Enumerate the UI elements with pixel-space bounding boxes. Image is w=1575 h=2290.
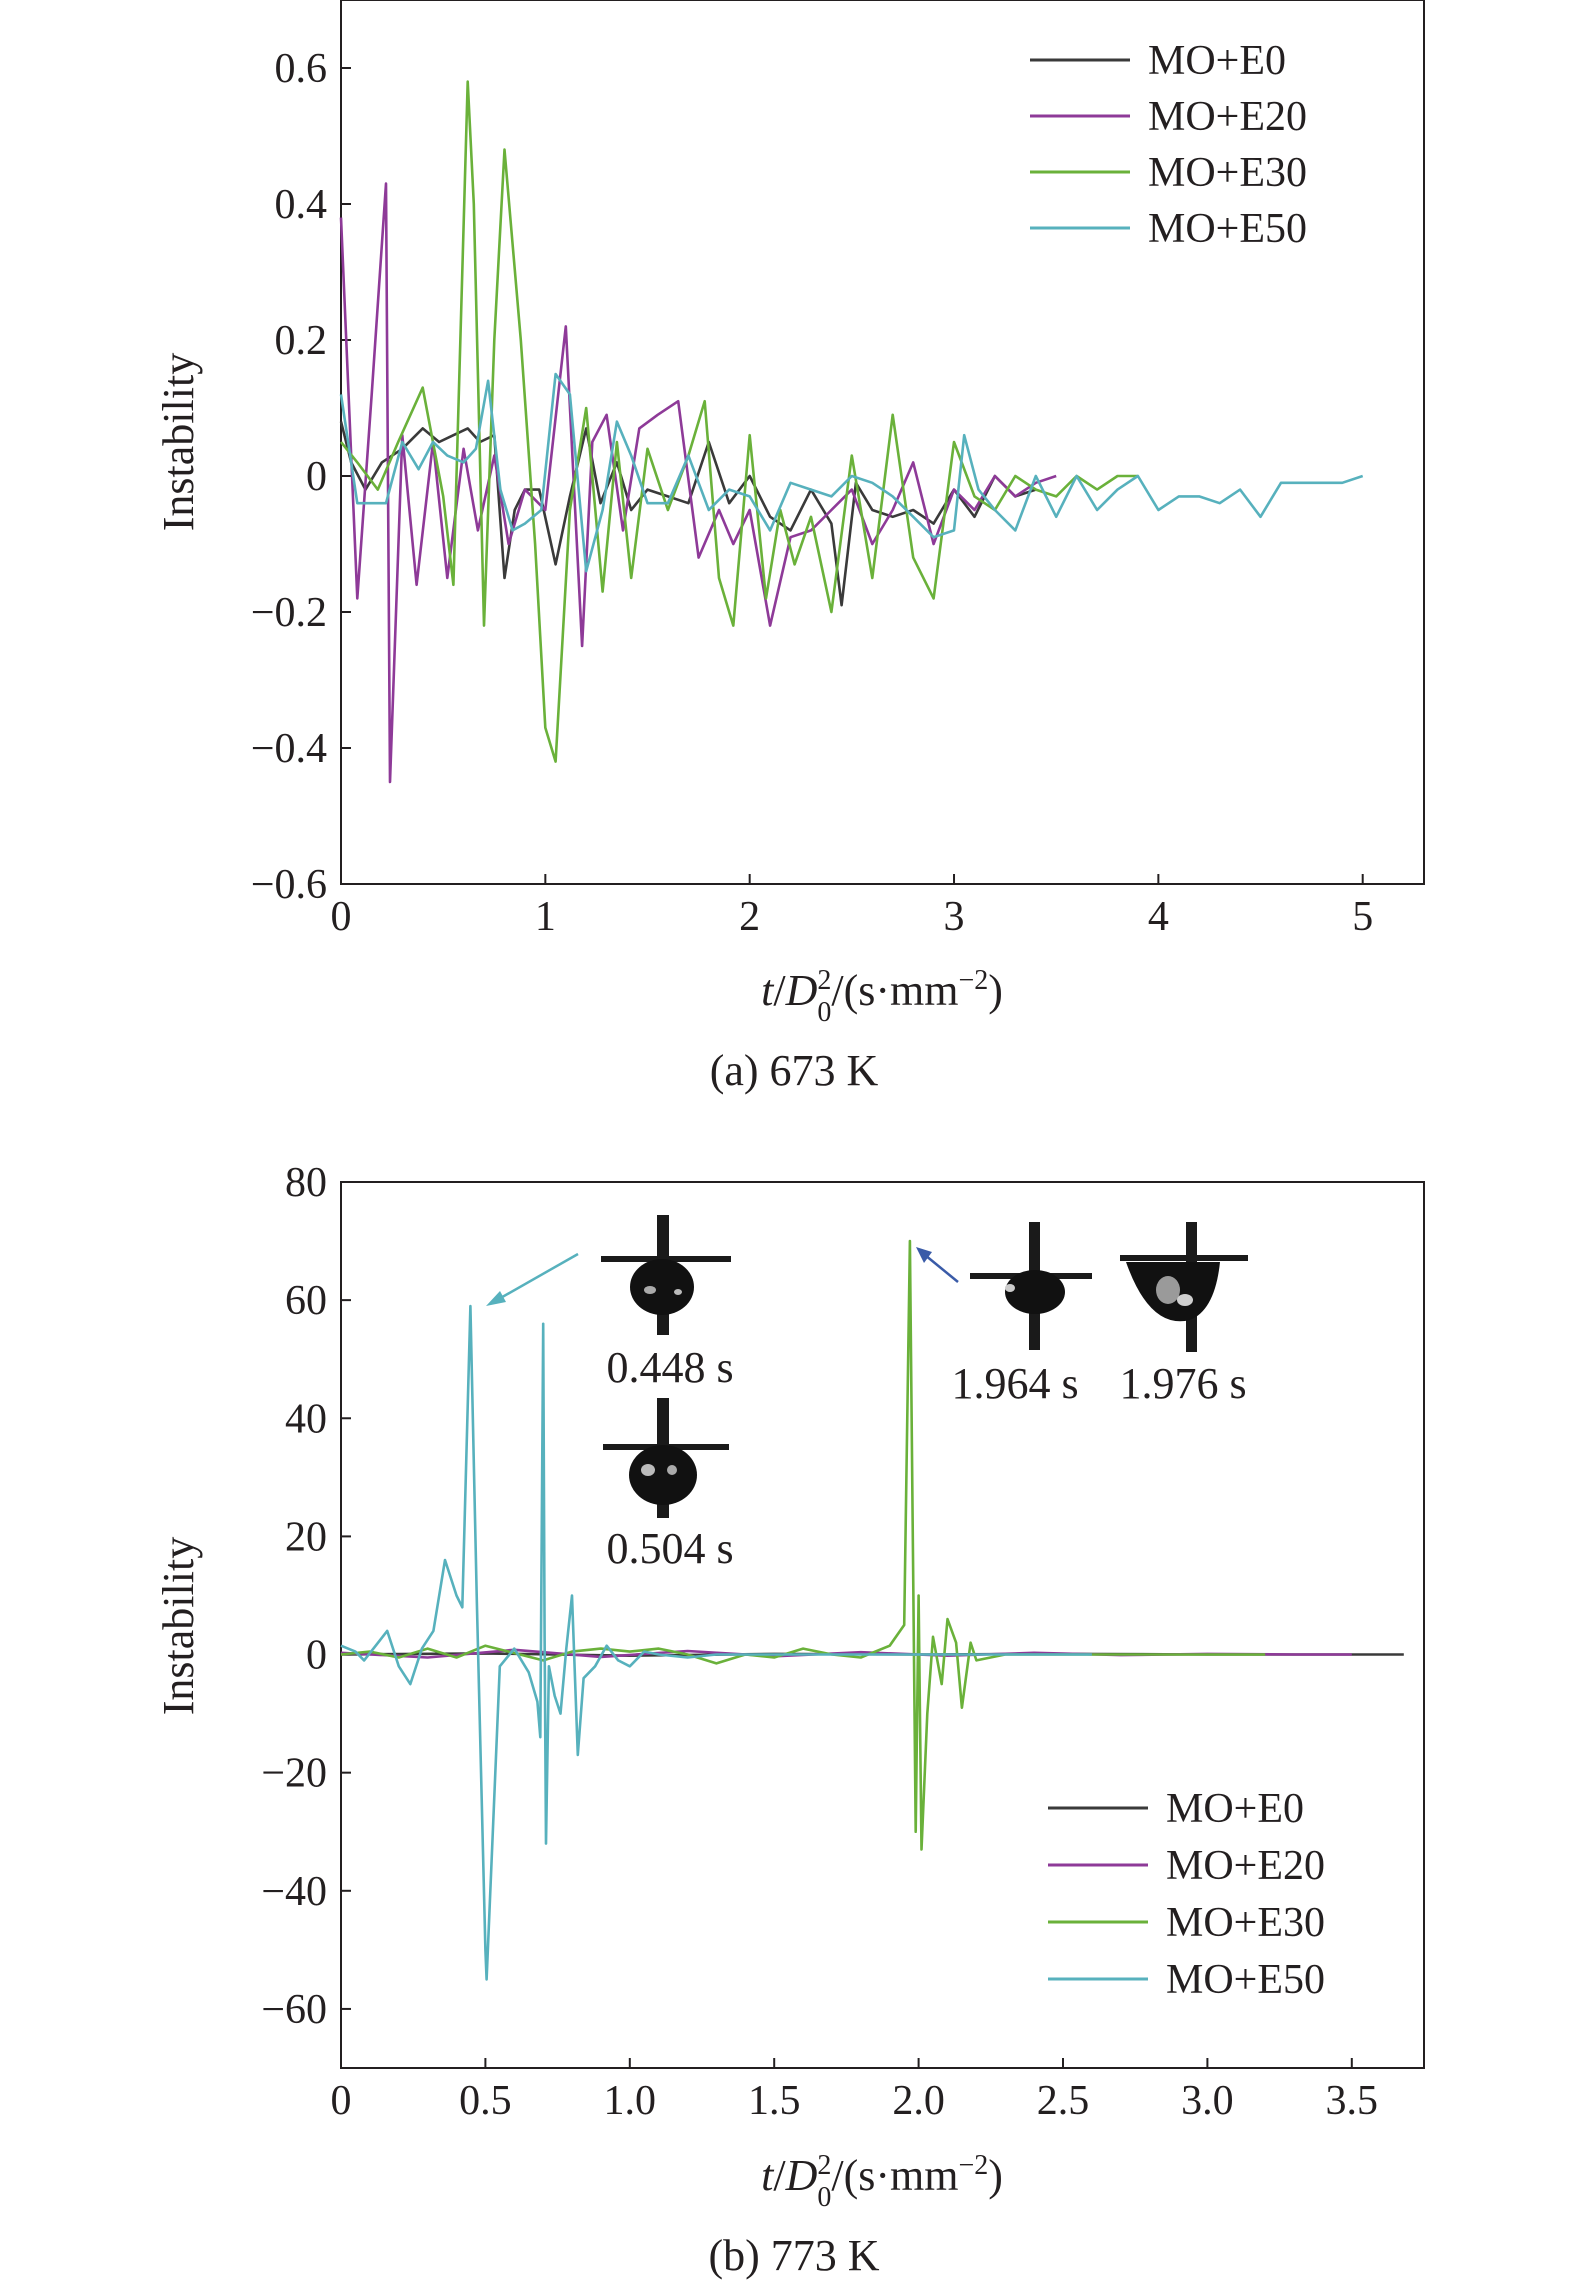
- b-ytick-label: 20: [285, 1514, 327, 1560]
- a-series-mo-e0: [339, 421, 1037, 607]
- a-ytick-label: 0.6: [275, 46, 328, 92]
- a-xtick-label: 2: [739, 894, 760, 940]
- b-xtick-label: 0: [331, 2078, 352, 2124]
- a-ytick-label: −0.6: [251, 862, 327, 908]
- panel-b: −60 −40 −20 0 20 40 60 80 0 0.5 1.0 1.5 2.0 2.5 3.0 3.…: [154, 1160, 1425, 2280]
- a-ytick-label: −0.4: [251, 726, 327, 772]
- b-xtick-label: 2.5: [1037, 2078, 1090, 2124]
- annotation-0504: 0.504 s: [606, 1524, 733, 1573]
- a-ytick-label: −0.2: [251, 590, 327, 636]
- a-xtick-label: 0: [331, 894, 352, 940]
- b-xtick-label: 1.5: [748, 2078, 801, 2124]
- a-legend-label: MO+E30: [1148, 150, 1307, 196]
- a-ytick-label: 0.4: [275, 182, 328, 228]
- panel-a-legend: MO+E0 MO+E20 MO+E30 MO+E50: [1030, 38, 1307, 252]
- a-ytick-label: 0: [306, 454, 327, 500]
- panel-a-ylabel: Instability: [154, 353, 203, 531]
- panel-a-xlabel: t/D2 0/(s·mm−2): [761, 965, 1003, 1028]
- a-legend-label: MO+E20: [1148, 94, 1307, 140]
- b-xtick-label: 2.0: [892, 2078, 945, 2124]
- b-xtick-label: 3.5: [1326, 2078, 1379, 2124]
- b-ytick-label: 0: [306, 1633, 327, 1679]
- b-legend-label: MO+E20: [1166, 1843, 1325, 1889]
- a-xtick-label: 3: [944, 894, 965, 940]
- a-xtick-label: 5: [1352, 894, 1373, 940]
- b-ytick-label: −40: [261, 1869, 327, 1915]
- panel-b-ylabel: Instability: [154, 1537, 203, 1715]
- panel-b-legend: MO+E0 MO+E20 MO+E30 MO+E50: [1048, 1786, 1325, 2003]
- arrow-1964: [916, 1247, 959, 1283]
- b-legend-label: MO+E50: [1166, 1957, 1325, 2003]
- a-xtick-label: 1: [535, 894, 556, 940]
- a-legend-label: MO+E50: [1148, 206, 1307, 252]
- b-xtick-label: 3.0: [1181, 2078, 1234, 2124]
- b-ytick-label: −60: [261, 1987, 327, 2033]
- a-series-mo-e50: [339, 372, 1364, 573]
- a-ytick-label: 0.2: [275, 318, 328, 364]
- annotation-1976: 1.976 s: [1119, 1359, 1246, 1408]
- b-xtick-label: 0.5: [459, 2078, 512, 2124]
- droplet-image-0504: [603, 1398, 729, 1518]
- b-series-mo-e50: [340, 1304, 1092, 1981]
- a-legend-label: MO+E0: [1148, 38, 1286, 84]
- b-legend-label: MO+E0: [1166, 1786, 1304, 1832]
- a-series-mo-e30: [339, 80, 1138, 763]
- b-ytick-label: −20: [261, 1751, 327, 1797]
- b-legend-label: MO+E30: [1166, 1900, 1325, 1946]
- droplet-image-1976: [1120, 1222, 1248, 1352]
- panel-a: −0.6 −0.4 −0.2 0 0.2 0.4 0.6 0 1 2 3 4 5 Instabilit…: [154, 0, 1425, 1095]
- b-xtick-label: 1.0: [604, 2078, 657, 2124]
- panel-a-caption: (a) 673 K: [710, 1046, 879, 1095]
- annotation-1964: 1.964 s: [951, 1359, 1078, 1408]
- panel-b-caption: (b) 773 K: [708, 2231, 879, 2280]
- annotation-0448: 0.448 s: [606, 1343, 733, 1392]
- b-ytick-label: 60: [285, 1278, 327, 1324]
- b-ytick-label: 80: [285, 1160, 327, 1206]
- droplet-image-1964: [970, 1222, 1092, 1350]
- a-series-mo-e20: [339, 182, 1057, 784]
- arrow-0448: [486, 1252, 579, 1306]
- panel-b-plot-frame: [340, 1181, 1425, 2069]
- a-xtick-label: 4: [1148, 894, 1169, 940]
- droplet-image-0448: [601, 1215, 731, 1335]
- panel-b-xlabel: t/D2 0/(s·mm−2): [761, 2150, 1003, 2213]
- b-ytick-label: 40: [285, 1396, 327, 1442]
